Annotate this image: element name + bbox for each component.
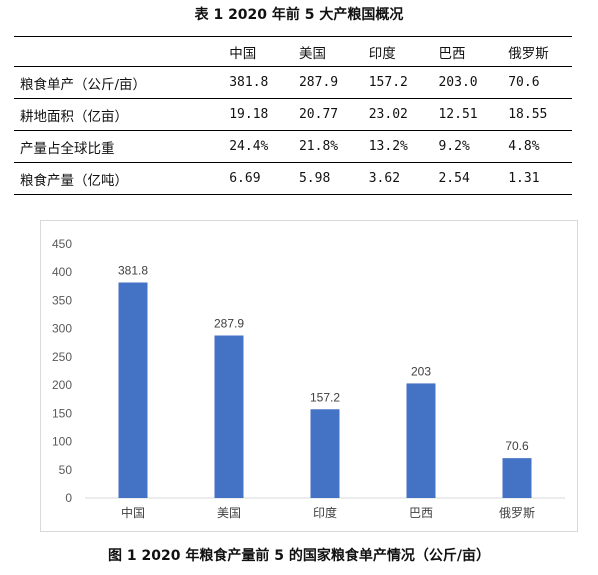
table-cell: 157.2 <box>362 66 433 99</box>
chart-frame <box>40 220 578 532</box>
x-tick-label: 巴西 <box>409 506 433 520</box>
data-label: 157.2 <box>310 390 340 404</box>
table-row: 产量占全球比重 24.4% 21.8% 13.2% 9.2% 4.8% <box>14 130 572 163</box>
y-tick-label: 150 <box>52 406 72 420</box>
x-tick-label: 俄罗斯 <box>499 506 535 520</box>
table-cell: 5.98 <box>292 162 363 195</box>
table-row: 耕地面积（亿亩） 19.18 20.77 23.02 12.51 18.55 <box>14 98 572 131</box>
table-cell: 6.69 <box>223 162 293 195</box>
table-row: 粮食产量（亿吨） 6.69 5.98 3.62 2.54 1.31 <box>14 162 572 195</box>
data-label: 203 <box>411 364 431 378</box>
table-cell: 70.6 <box>502 66 572 99</box>
y-tick-label: 50 <box>59 463 73 477</box>
table-cell: 20.77 <box>292 98 363 131</box>
data-label: 287.9 <box>214 316 244 330</box>
table-cell: 21.8% <box>292 130 363 163</box>
table-cell: 19.18 <box>223 98 293 131</box>
table-cell: 23.02 <box>362 98 433 131</box>
header-cell-china: 中国 <box>223 36 293 67</box>
figure-caption: 图 1 2020 年粮食产量前 5 的国家粮食单产情况（公斤/亩） <box>108 548 490 564</box>
table-row: 粮食单产（公斤/亩） 381.8 287.9 157.2 203.0 70.6 <box>14 66 572 99</box>
y-tick-label: 100 <box>52 435 72 449</box>
header-cell-russia: 俄罗斯 <box>502 36 572 67</box>
table-cell: 12.51 <box>432 98 503 131</box>
row-label: 粮食产量（亿吨） <box>14 162 224 195</box>
x-tick-label: 中国 <box>121 505 145 520</box>
x-tick-label: 美国 <box>217 506 241 520</box>
table-cell: 24.4% <box>223 130 293 163</box>
y-tick-label: 250 <box>52 350 72 364</box>
table-header-row: 中国 美国 印度 巴西 俄罗斯 <box>14 36 572 67</box>
header-cell-india: 印度 <box>362 36 433 67</box>
y-tick-label: 450 <box>52 237 72 251</box>
header-cell-usa: 美国 <box>292 36 363 67</box>
bar <box>310 409 340 498</box>
data-label: 381.8 <box>118 263 148 277</box>
table-cell: 381.8 <box>223 66 293 99</box>
bar-chart: 0 50 100 150 200 250 300 350 400 450 381.8 中国 287.9 美… <box>52 237 565 520</box>
table-cell: 2.54 <box>432 162 503 195</box>
table-cell: 4.8% <box>502 130 572 163</box>
row-label: 粮食单产（公斤/亩） <box>14 66 224 99</box>
table-cell: 13.2% <box>362 130 433 163</box>
x-tick-label: 印度 <box>313 505 337 520</box>
bar <box>406 383 436 498</box>
table-cell: 18.55 <box>502 98 572 131</box>
bar <box>502 458 532 498</box>
row-label: 产量占全球比重 <box>14 130 224 163</box>
table-cell: 9.2% <box>432 130 503 163</box>
data-label: 70.6 <box>505 439 529 453</box>
bar <box>118 282 148 498</box>
y-tick-label: 0 <box>65 491 72 505</box>
table-cell: 1.31 <box>502 162 572 195</box>
table-cell: 3.62 <box>362 162 433 195</box>
y-tick-label: 350 <box>52 293 72 307</box>
y-tick-label: 400 <box>52 265 72 279</box>
y-tick-label: 300 <box>52 322 72 336</box>
header-cell-blank <box>14 36 224 67</box>
table-cell: 287.9 <box>292 66 363 99</box>
row-label: 耕地面积（亿亩） <box>14 98 224 131</box>
table-caption: 表 1 2020 年前 5 大产粮国概况 <box>194 7 404 23</box>
y-tick-label: 200 <box>52 378 72 392</box>
header-cell-brazil: 巴西 <box>432 36 503 67</box>
bar <box>214 335 244 498</box>
table-cell: 203.0 <box>432 66 503 99</box>
overview-table: 中国 美国 印度 巴西 俄罗斯 粮食单产（公斤/亩） 381.8 287.9 1… <box>14 36 572 195</box>
